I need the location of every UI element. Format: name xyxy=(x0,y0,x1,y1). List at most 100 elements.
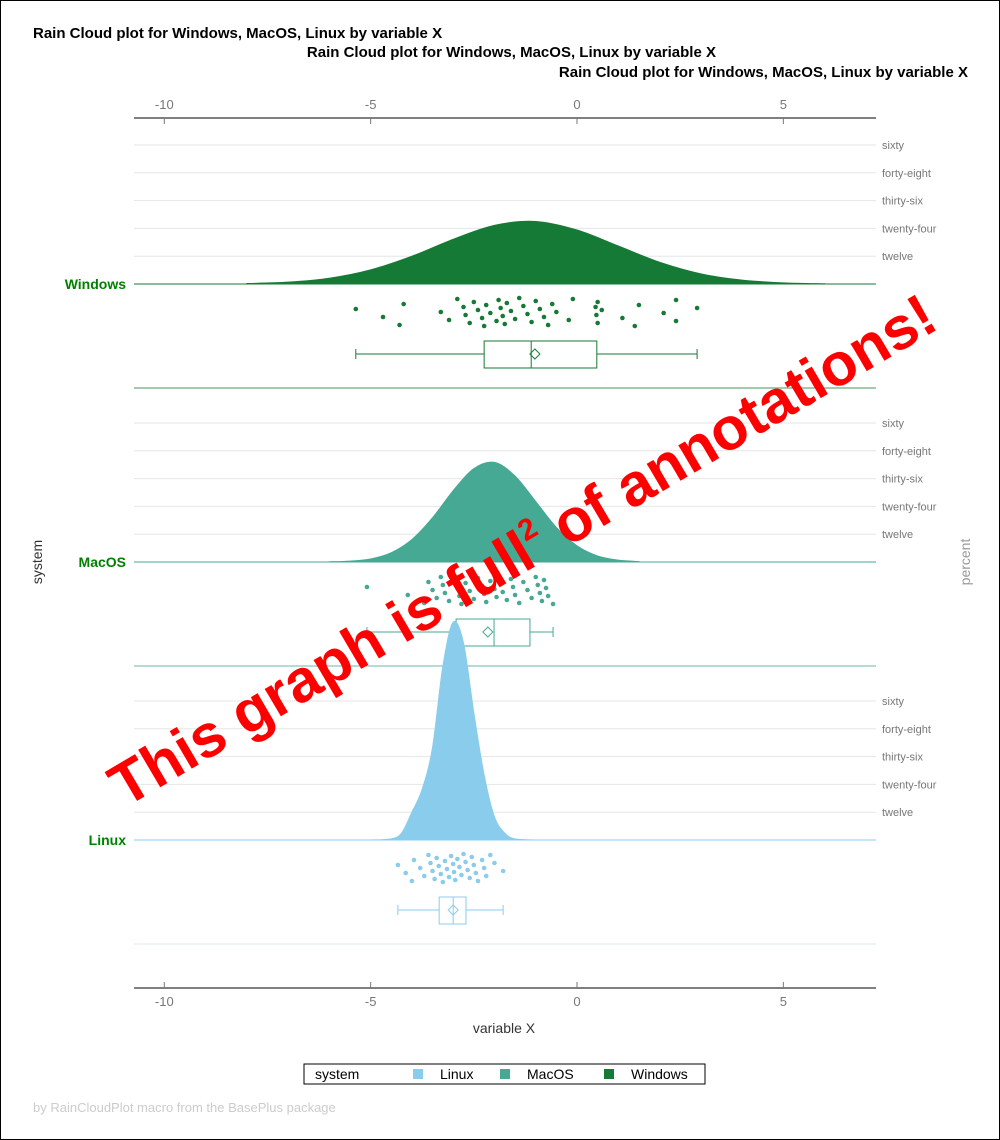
data-point xyxy=(488,852,493,858)
legend-label-windows: Windows xyxy=(631,1066,688,1082)
data-point xyxy=(469,854,475,860)
top-tick-label: 0 xyxy=(573,97,580,112)
data-point xyxy=(457,864,462,870)
data-point xyxy=(525,587,530,593)
annotation: This graph is full2 of annotations! xyxy=(98,281,948,819)
data-point xyxy=(479,583,485,589)
category-label: MacOS xyxy=(79,554,126,570)
data-point xyxy=(481,865,487,871)
percent-tick-label: twenty-four xyxy=(882,501,937,513)
data-point xyxy=(463,859,468,865)
data-point xyxy=(452,877,458,883)
footnote: by RainCloudPlot macro from the BasePlus… xyxy=(33,1100,336,1115)
panel-linux: Linux xyxy=(89,620,876,925)
data-point xyxy=(428,860,433,866)
data-point xyxy=(500,868,506,874)
percent-tick-label: thirty-six xyxy=(882,752,923,764)
data-point xyxy=(508,576,514,582)
data-point xyxy=(461,851,466,857)
data-point xyxy=(516,600,522,606)
data-point xyxy=(504,597,510,603)
data-point xyxy=(467,320,472,326)
data-point xyxy=(537,590,543,596)
data-point xyxy=(483,599,489,605)
percent-tick-label: forty-eight xyxy=(882,724,931,736)
data-point xyxy=(673,318,679,324)
data-point xyxy=(467,588,472,594)
axes: -10 -10 -5 -5 0 0 5 5 xyxy=(134,97,876,1009)
y-axis-label: system xyxy=(29,540,45,584)
data-point xyxy=(494,318,499,324)
mean-marker xyxy=(447,904,459,916)
data-point xyxy=(594,312,599,318)
data-point xyxy=(636,302,642,308)
data-point xyxy=(541,314,547,320)
data-point xyxy=(496,573,501,579)
data-point xyxy=(442,590,448,596)
category-label: Windows xyxy=(65,276,127,292)
data-point xyxy=(442,858,448,864)
panel-windows: Windows xyxy=(65,220,876,369)
title-2: Rain Cloud plot for Windows, MacOS, Linu… xyxy=(307,44,716,61)
data-point xyxy=(498,581,503,587)
percent-tick-label: forty-eight xyxy=(882,168,931,180)
legend-swatch-linux xyxy=(413,1069,423,1079)
data-point xyxy=(473,870,479,876)
data-point xyxy=(450,577,456,583)
data-point xyxy=(438,871,444,877)
data-point xyxy=(471,862,477,868)
data-point xyxy=(430,587,435,593)
data-point xyxy=(434,855,439,861)
data-point xyxy=(471,596,477,602)
data-point xyxy=(397,322,402,328)
grid: twelve twenty-four thirty-six forty-eight si… xyxy=(134,140,937,945)
percent-tick-label: forty-eight xyxy=(882,446,931,458)
data-point xyxy=(481,323,487,329)
data-point xyxy=(483,873,489,879)
percent-tick-label: sixty xyxy=(882,418,905,430)
data-point xyxy=(498,305,503,311)
category-label: Linux xyxy=(89,832,127,848)
percent-tick-label: sixty xyxy=(882,696,905,708)
bottom-tick-label: -5 xyxy=(365,994,377,1009)
data-point xyxy=(364,584,370,590)
data-point xyxy=(467,875,472,881)
data-point xyxy=(496,297,501,303)
data-point xyxy=(492,586,497,592)
data-point xyxy=(440,582,446,588)
data-point xyxy=(422,873,427,879)
data-point xyxy=(463,312,468,318)
data-point xyxy=(465,867,470,873)
title-3: Rain Cloud plot for Windows, MacOS, Linu… xyxy=(559,64,968,81)
data-point xyxy=(504,300,510,306)
percent-tick-label: twenty-four xyxy=(882,223,937,235)
data-point xyxy=(521,579,526,585)
data-point xyxy=(471,299,477,305)
data-point xyxy=(539,598,545,604)
data-point xyxy=(448,853,454,859)
data-point xyxy=(430,868,435,874)
data-point xyxy=(380,314,386,320)
legend-title: system xyxy=(315,1066,359,1082)
top-tick-label: -5 xyxy=(365,97,377,112)
data-point xyxy=(426,852,431,858)
percent-tick-label: thirty-six xyxy=(882,196,923,208)
data-point xyxy=(554,309,559,315)
data-point xyxy=(395,862,401,868)
x-axis-label: variable X xyxy=(473,1020,536,1036)
data-point xyxy=(432,876,437,882)
data-point xyxy=(502,321,508,327)
data-point xyxy=(533,574,539,580)
density-linux xyxy=(134,620,876,841)
data-point xyxy=(446,317,452,323)
data-point xyxy=(436,863,442,869)
data-point xyxy=(403,870,409,876)
data-point xyxy=(694,305,700,311)
data-point xyxy=(438,309,444,315)
data-point xyxy=(481,591,487,597)
data-point xyxy=(494,594,499,600)
percent-tick-label: twelve xyxy=(882,251,913,263)
data-point xyxy=(529,319,534,325)
data-point xyxy=(422,600,427,606)
data-point xyxy=(521,303,526,309)
